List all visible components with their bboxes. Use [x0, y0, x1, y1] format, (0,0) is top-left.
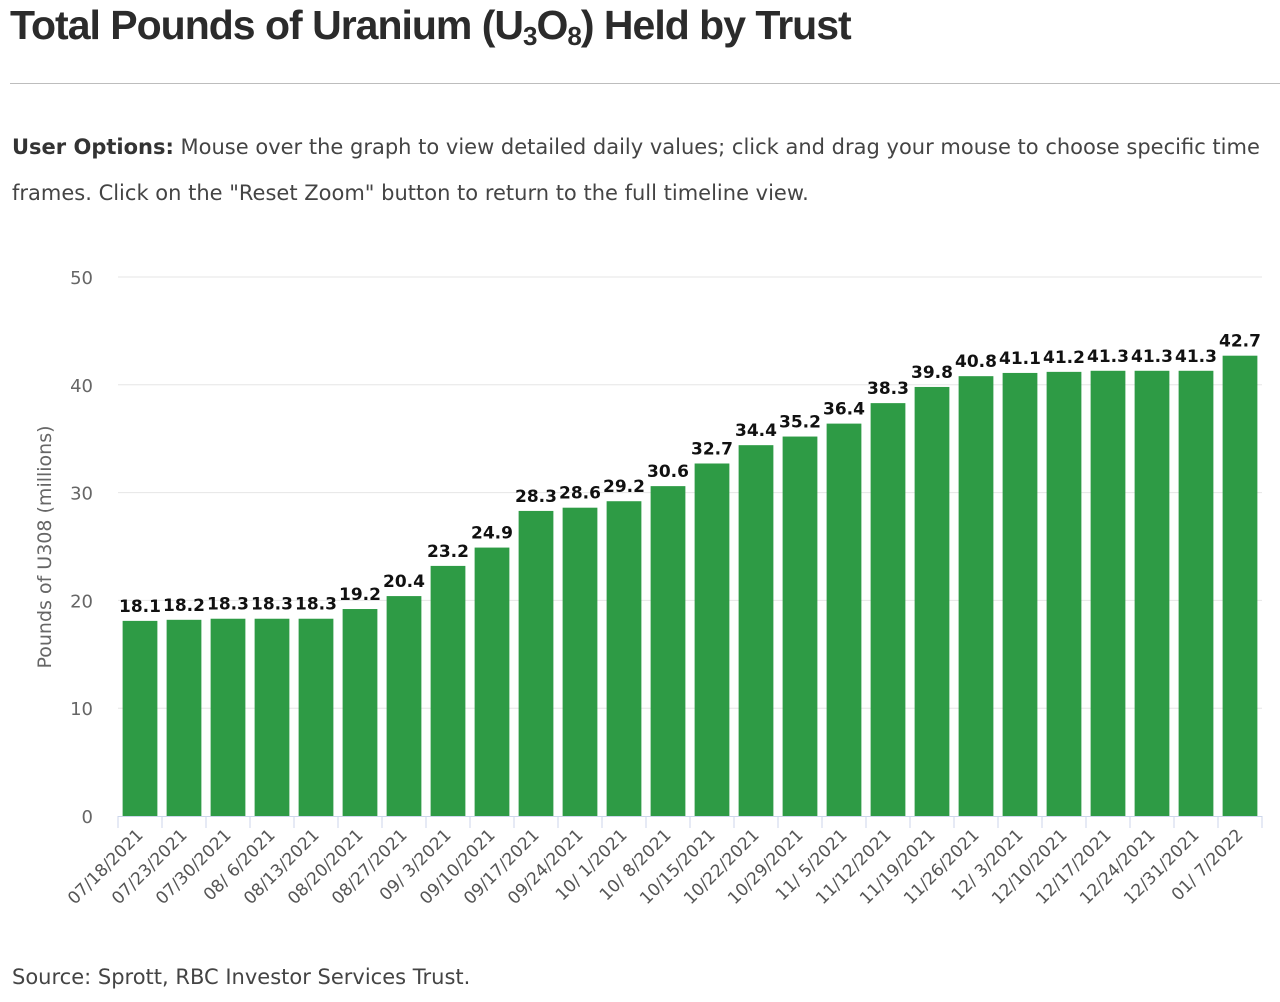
y-tick-label: 40 — [70, 376, 93, 397]
bar-chart[interactable]: 0 10 20 30 40 50 Pounds of U308 (millions) 18… — [0, 250, 1280, 962]
y-tick-label: 10 — [70, 699, 93, 720]
data-label: 40.8 — [955, 352, 997, 372]
bar[interactable] — [474, 547, 510, 816]
data-label: 18.3 — [207, 595, 249, 615]
data-label: 18.1 — [119, 597, 161, 617]
y-axis-label: Pounds of U308 (millions) — [34, 425, 56, 668]
bar[interactable] — [1222, 355, 1258, 816]
data-label: 30.6 — [647, 462, 689, 482]
source-note: Source: Sprott, RBC Investor Services Tr… — [12, 965, 471, 989]
bars[interactable] — [122, 355, 1258, 816]
user-options-label: User Options: — [12, 135, 174, 159]
data-label: 41.3 — [1087, 347, 1129, 367]
data-label: 34.4 — [735, 421, 777, 441]
bar[interactable] — [1178, 370, 1214, 816]
bar[interactable] — [826, 423, 862, 816]
bar[interactable] — [958, 376, 994, 816]
bar[interactable] — [1046, 371, 1082, 816]
data-label: 32.7 — [691, 439, 733, 459]
data-label: 28.3 — [515, 487, 557, 507]
bar[interactable] — [166, 619, 202, 816]
bar[interactable] — [386, 596, 422, 816]
bar[interactable] — [1090, 370, 1126, 816]
bar[interactable] — [562, 507, 598, 816]
data-label: 24.9 — [471, 524, 513, 544]
bar[interactable] — [430, 565, 466, 816]
grid-lines — [118, 276, 1262, 709]
user-options-text: User Options: Mouse over the graph to vi… — [12, 124, 1262, 216]
bar[interactable] — [914, 386, 950, 816]
bar[interactable] — [210, 618, 246, 816]
data-label: 39.8 — [911, 363, 953, 383]
bar[interactable] — [342, 609, 378, 816]
data-label: 41.2 — [1043, 348, 1085, 368]
bar[interactable] — [298, 618, 334, 816]
data-label: 23.2 — [427, 542, 469, 562]
y-axis-ticks: 0 10 20 30 40 50 — [70, 268, 93, 828]
bar[interactable] — [1002, 372, 1038, 816]
y-tick-label: 30 — [70, 484, 93, 505]
data-label: 29.2 — [603, 477, 645, 497]
bar[interactable] — [738, 445, 774, 816]
data-label: 19.2 — [339, 585, 381, 605]
bar[interactable] — [122, 620, 158, 816]
bar[interactable] — [1134, 370, 1170, 816]
data-label: 36.4 — [823, 400, 865, 420]
data-label: 42.7 — [1219, 332, 1261, 352]
y-tick-label: 50 — [70, 268, 93, 289]
data-label: 18.3 — [251, 595, 293, 615]
bar[interactable] — [694, 463, 730, 816]
bar[interactable] — [518, 510, 554, 816]
title-divider — [10, 83, 1280, 84]
bar[interactable] — [606, 501, 642, 816]
data-label: 38.3 — [867, 379, 909, 399]
data-label: 41.3 — [1175, 347, 1217, 367]
data-label: 18.3 — [295, 595, 337, 615]
bar[interactable] — [782, 436, 818, 816]
bar[interactable] — [254, 618, 290, 816]
data-label: 41.3 — [1131, 347, 1173, 367]
data-label: 20.4 — [383, 572, 425, 592]
data-label: 35.2 — [779, 413, 821, 433]
chart-title: Total Pounds of Uranium (U3O8) Held by T… — [10, 2, 852, 51]
data-label: 41.1 — [999, 349, 1041, 369]
y-tick-label: 20 — [70, 591, 93, 612]
data-label: 18.2 — [163, 596, 205, 616]
data-labels: 18.1 18.2 18.3 18.3 18.3 19.220.423.224.928.3… — [119, 332, 1261, 617]
bar[interactable] — [870, 403, 906, 816]
data-label: 28.6 — [559, 484, 601, 504]
bar[interactable] — [650, 486, 686, 816]
user-options-description: Mouse over the graph to view detailed da… — [12, 135, 1260, 205]
y-tick-label: 0 — [82, 807, 93, 828]
